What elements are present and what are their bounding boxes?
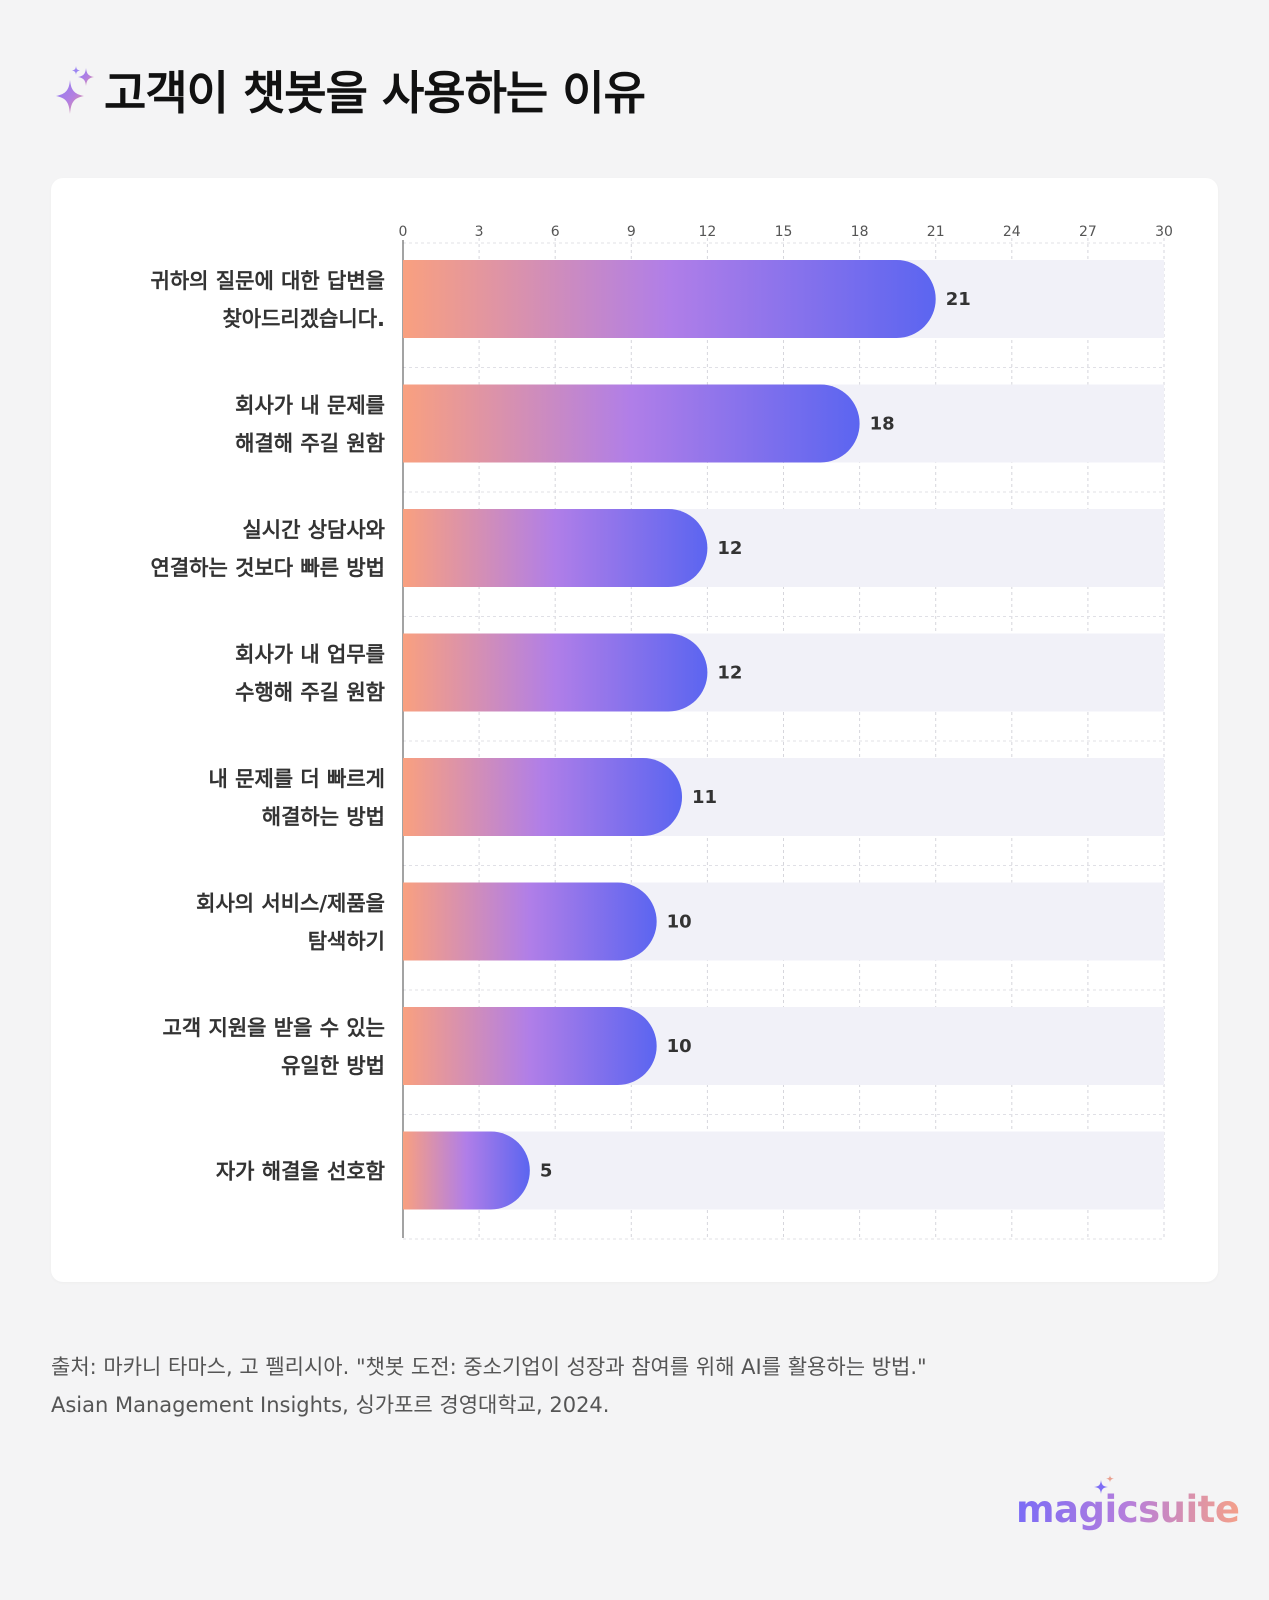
source-line-2: Asian Management Insights, 싱가포르 경영대학교, 2… [51, 1393, 610, 1417]
brand-name: magicsuite [1016, 1488, 1240, 1531]
y-tick-label: 고객 지원을 받을 수 있는 [163, 1016, 385, 1040]
x-tick-label: 9 [627, 224, 636, 240]
bar [403, 882, 657, 961]
bar [403, 1007, 657, 1085]
x-tick-label: 27 [1079, 224, 1097, 240]
data-label: 10 [667, 912, 692, 933]
page-header: 고객이 챗봇을 사용하는 이유 [50, 60, 646, 120]
y-tick-label: 해결해 주길 원함 [235, 432, 385, 456]
data-label: 12 [717, 538, 742, 559]
data-label: 5 [540, 1161, 553, 1182]
x-tick-label: 18 [851, 224, 869, 240]
y-tick-label: 연결하는 것보다 빠른 방법 [151, 556, 385, 580]
y-tick-label: 탐색하기 [308, 930, 385, 954]
y-tick-label: 자가 해결을 선호함 [216, 1160, 385, 1184]
x-tick-label: 15 [775, 224, 793, 240]
brand-logo: magicsuite [1016, 1474, 1240, 1534]
data-label: 18 [870, 414, 895, 435]
y-tick-label: 내 문제를 더 빠르게 [209, 767, 386, 791]
bar [403, 758, 683, 836]
sparkle-icon [1094, 1475, 1114, 1494]
bar [403, 509, 708, 587]
y-tick-label: 회사의 서비스/제품을 [196, 892, 385, 916]
x-tick-label: 3 [475, 224, 484, 240]
y-tick-label: 유일한 방법 [281, 1054, 385, 1078]
y-tick-label: 수행해 주길 원함 [235, 681, 385, 705]
x-tick-label: 24 [1003, 224, 1021, 240]
bar [403, 260, 936, 338]
x-tick-label: 12 [698, 224, 716, 240]
sparkle-icon [56, 66, 94, 114]
source-line-1: 출처: 마카니 타마스, 고 펠리시아. "챗봇 도전: 중소기업이 성장과 참… [51, 1355, 927, 1379]
y-tick-label: 실시간 상담사와 [242, 518, 385, 542]
data-label: 21 [946, 289, 971, 310]
page-title: 고객이 챗봇을 사용하는 이유 [104, 66, 646, 120]
x-tick-label: 30 [1155, 224, 1173, 240]
data-label: 11 [692, 787, 717, 808]
y-tick-label: 회사가 내 업무를 [235, 643, 385, 667]
x-tick-label: 6 [551, 224, 560, 240]
y-tick-label: 귀하의 질문에 대한 답변을 [151, 269, 385, 293]
y-tick-label: 회사가 내 문제를 [235, 394, 385, 418]
x-tick-label: 21 [927, 224, 945, 240]
bar [403, 384, 860, 463]
bar [403, 633, 708, 712]
data-label: 10 [667, 1036, 692, 1057]
data-label: 12 [717, 663, 742, 684]
bar [403, 1131, 530, 1210]
x-tick-label: 0 [399, 224, 408, 240]
source-citation: 출처: 마카니 타마스, 고 펠리시아. "챗봇 도전: 중소기업이 성장과 참… [51, 1348, 1201, 1424]
y-tick-label: 해결하는 방법 [262, 805, 385, 829]
y-tick-label: 찾아드리겠습니다. [222, 307, 385, 331]
